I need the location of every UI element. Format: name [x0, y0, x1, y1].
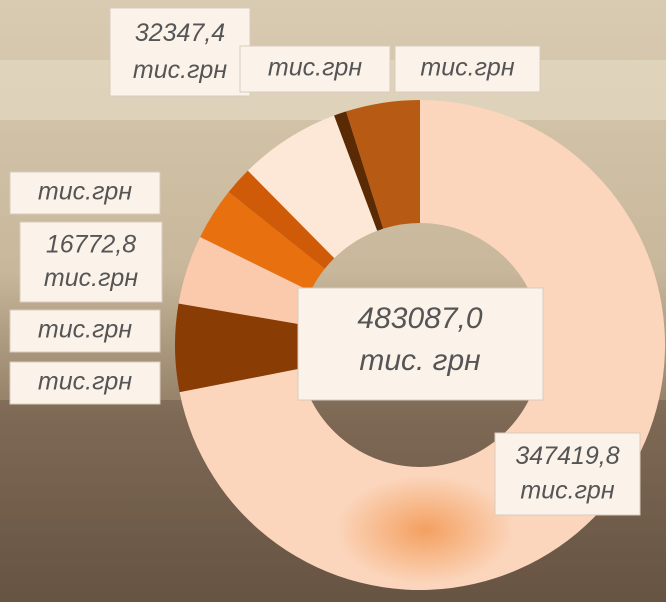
- data-label: 16772,8: [46, 231, 136, 259]
- data-label-unit: тис.грн: [268, 54, 362, 82]
- data-label-unit: тис.грн: [520, 477, 614, 505]
- data-label: 32347,4: [135, 19, 225, 47]
- center-label: 483087,0: [357, 302, 482, 335]
- data-label-unit: тис.грн: [38, 178, 132, 206]
- highlight: [335, 475, 515, 585]
- data-label-unit: тис.грн: [38, 316, 132, 344]
- data-label-unit: тис.грн: [420, 54, 514, 82]
- data-label: 347419,8: [515, 442, 619, 470]
- data-label-unit: тис.грн: [38, 368, 132, 396]
- center-unit: тис. грн: [359, 344, 480, 377]
- data-label-unit: тис.грн: [133, 56, 227, 84]
- data-label-unit: тис.грн: [44, 264, 138, 292]
- chart: 347419,8 тис.грн тис.грн тис.грн 16772,8 тис.…: [0, 0, 666, 602]
